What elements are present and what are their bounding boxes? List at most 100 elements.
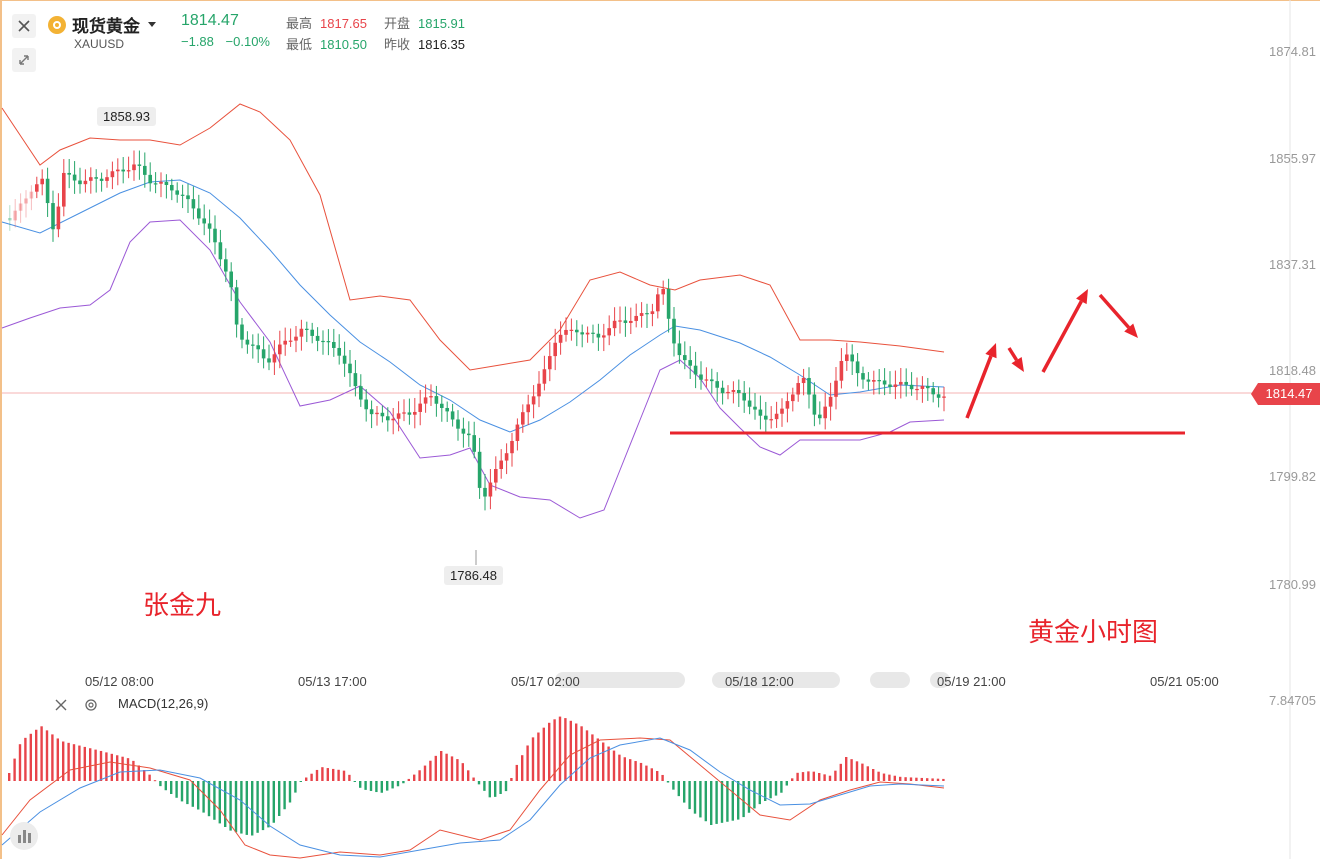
macd-histogram-bar <box>342 770 346 781</box>
candle-body <box>407 412 412 415</box>
macd-histogram-bar <box>818 773 821 781</box>
change-percent: −0.10% <box>225 34 270 49</box>
macd-histogram-bar <box>834 770 837 781</box>
macd-histogram-bar <box>704 781 707 822</box>
candle-body <box>175 190 179 195</box>
symbol-selector[interactable]: 现货黄金 <box>48 12 156 37</box>
candle-body <box>224 259 228 272</box>
macd-histogram-bar <box>488 781 491 798</box>
macd-close-button[interactable] <box>52 696 70 714</box>
macd-histogram-bar <box>315 769 319 781</box>
macd-histogram-bar <box>904 777 907 781</box>
macd-histogram-bar <box>634 761 637 781</box>
candle-body <box>931 388 935 395</box>
volume-toggle-button[interactable] <box>10 822 38 850</box>
macd-histogram-bar <box>866 766 869 781</box>
candle-body <box>386 416 390 421</box>
macd-histogram-bar <box>645 765 648 781</box>
macd-histogram-bar <box>99 750 103 781</box>
macd-histogram-bar <box>13 758 16 781</box>
macd-histogram-bar <box>62 741 65 781</box>
candle-body <box>720 387 725 394</box>
candle-body <box>699 374 703 380</box>
candle-body <box>629 320 633 323</box>
macd-histogram-bar <box>245 781 248 835</box>
macd-histogram-bar <box>785 781 788 786</box>
macd-histogram-bar <box>882 773 886 781</box>
close-icon <box>55 699 67 711</box>
candle-body <box>240 324 244 340</box>
macd-histogram-bar <box>24 737 27 781</box>
macd-histogram-bar <box>877 771 880 781</box>
candle-body <box>402 412 406 414</box>
candle-body <box>294 336 298 341</box>
collapse-button[interactable] <box>12 48 36 72</box>
candle-body <box>618 320 622 322</box>
candle-body <box>45 178 50 204</box>
arrow-shaft <box>965 355 993 419</box>
candle-body <box>693 365 698 375</box>
macd-histogram-bar <box>321 767 324 781</box>
candle-body <box>423 397 428 404</box>
candle-body <box>202 218 206 224</box>
macd-histogram-bar <box>423 765 427 781</box>
macd-histogram-bar <box>753 781 756 809</box>
candle-body <box>321 340 325 343</box>
macd-histogram-bar <box>553 719 556 781</box>
macd-histogram-bar <box>191 781 194 807</box>
macd-histogram-bar <box>650 768 653 781</box>
macd-histogram-bar <box>602 742 605 781</box>
time-axis-label: 05/21 05:00 <box>1150 674 1219 689</box>
candle-body <box>877 380 881 382</box>
macd-histogram-bar <box>418 770 421 781</box>
boll-upper-band <box>1 103 945 371</box>
macd-histogram-bar <box>440 751 443 781</box>
macd-histogram-bar <box>861 763 864 781</box>
candle-body <box>29 191 34 199</box>
candle-body <box>494 469 498 483</box>
macd-histogram-bar <box>251 781 254 836</box>
candle-body <box>812 394 817 415</box>
candle-body <box>515 424 520 441</box>
candle-body <box>305 328 309 330</box>
time-axis-label: 05/19 21:00 <box>937 674 1006 689</box>
candle-body <box>369 409 374 415</box>
candle-body <box>234 287 239 325</box>
macd-settings-button[interactable] <box>82 696 100 714</box>
candle-body <box>256 345 260 350</box>
candle-body <box>531 396 536 405</box>
macd-histogram-bar <box>294 781 297 793</box>
collapse-arrows-icon <box>19 55 29 65</box>
stat-low: 最低 1810.50 <box>286 34 367 53</box>
macd-histogram-bar <box>683 781 686 803</box>
macd-histogram-bar <box>380 781 383 793</box>
candle-body <box>267 358 271 363</box>
current-price-badge: 1814.47 <box>1251 383 1320 405</box>
candle-body <box>942 396 946 398</box>
macd-panel <box>1 716 945 859</box>
candle-body <box>170 184 174 191</box>
candle-body <box>24 198 28 204</box>
macd-histogram-bar <box>197 781 200 810</box>
macd-histogram-bar <box>40 726 43 781</box>
macd-histogram-bar <box>677 781 680 797</box>
price-change: −1.88 −0.10% <box>181 34 270 49</box>
candle-body <box>758 409 763 416</box>
candle-body <box>893 384 898 388</box>
candle-body <box>13 210 17 221</box>
macd-histogram-bar <box>288 781 292 803</box>
macd-histogram-bar <box>126 758 130 781</box>
candle-body <box>542 369 547 384</box>
boll-middle-band <box>1 179 945 433</box>
stat-high-value: 1817.65 <box>320 16 368 31</box>
macd-histogram-bar <box>240 781 243 834</box>
symbol-code: XAUUSD <box>74 37 125 51</box>
macd-histogram-bar <box>175 781 178 798</box>
macd-histogram-bar <box>666 781 670 783</box>
macd-histogram-bar <box>137 765 140 781</box>
macd-histogram-bar <box>591 734 594 781</box>
close-button[interactable] <box>12 14 36 38</box>
candle-body <box>882 380 887 385</box>
macd-histogram-bar <box>726 781 729 822</box>
